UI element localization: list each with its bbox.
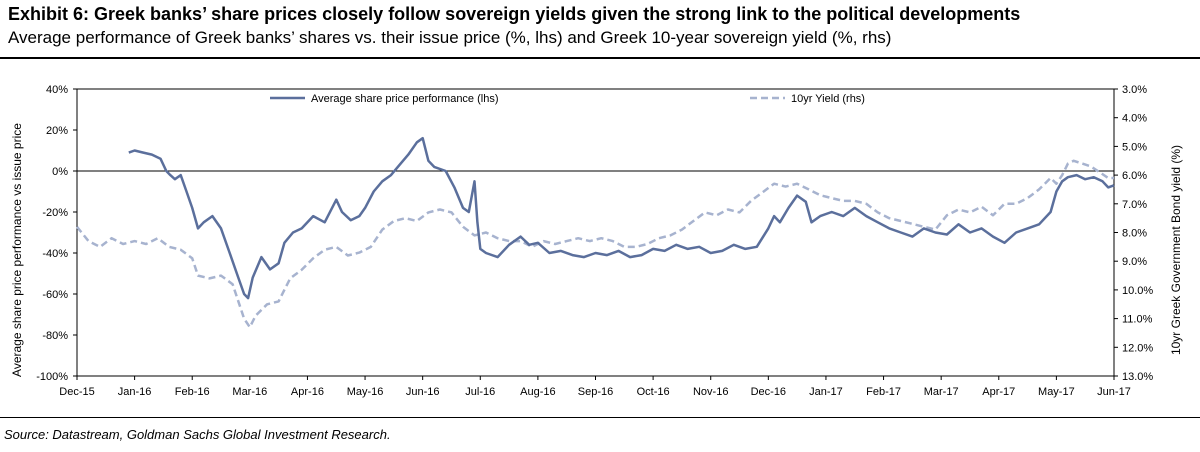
right-tick-label: 10.0% xyxy=(1122,285,1153,297)
exhibit-title: Exhibit 6: Greek banks’ share prices clo… xyxy=(8,4,1021,24)
left-tick-label: -60% xyxy=(42,289,68,301)
x-tick-label: Aug-16 xyxy=(520,386,555,398)
share-price-line xyxy=(128,136,1115,300)
left-axis-ticks: -100% -80% -60% -40% -20% 0% 20% 40% xyxy=(36,84,77,383)
x-tick-label: Jan-16 xyxy=(118,386,152,398)
left-tick-label: -100% xyxy=(36,371,68,383)
right-tick-label: 12.0% xyxy=(1122,342,1153,354)
x-tick-label: May-17 xyxy=(1038,386,1075,398)
x-tick-label: Mar-17 xyxy=(924,386,959,398)
left-tick-label: 20% xyxy=(46,125,68,137)
left-tick-label: 40% xyxy=(46,84,68,96)
x-tick-label: Jan-17 xyxy=(809,386,843,398)
right-tick-label: 11.0% xyxy=(1122,314,1153,326)
right-axis-title: 10yr Greek Government Bond yield (%) xyxy=(1169,145,1183,355)
legend-share-label: Average share price performance (lhs) xyxy=(311,93,499,105)
x-tick-label: Apr-16 xyxy=(291,386,324,398)
x-tick-label: Jun-17 xyxy=(1097,386,1131,398)
right-tick-label: 13.0% xyxy=(1122,371,1153,383)
legend-yield-label: 10yr Yield (rhs) xyxy=(791,93,865,105)
series-layer xyxy=(76,136,1115,329)
x-tick-label: Jun-16 xyxy=(406,386,440,398)
x-tick-label: Sep-16 xyxy=(578,386,613,398)
right-axis-ticks: 3.0% 4.0% 5.0% 6.0% 7.0% 8.0% 9.0% 10.0% 11.0% 12… xyxy=(1114,84,1153,383)
left-tick-label: -80% xyxy=(42,330,68,342)
x-tick-label: Feb-16 xyxy=(175,386,210,398)
left-tick-label: -40% xyxy=(42,248,68,260)
source-note: Source: Datastream, Goldman Sachs Global… xyxy=(4,427,391,442)
x-tick-label: Feb-17 xyxy=(866,386,901,398)
x-tick-label: Nov-16 xyxy=(693,386,728,398)
right-tick-label: 3.0% xyxy=(1122,84,1147,96)
x-tick-label: Dec-16 xyxy=(751,386,786,398)
left-tick-label: -20% xyxy=(42,207,68,219)
bottom-divider xyxy=(0,417,1200,418)
plot-frame xyxy=(76,88,1115,377)
right-tick-label: 9.0% xyxy=(1122,256,1147,268)
right-tick-label: 7.0% xyxy=(1122,199,1147,211)
legend: Average share price performance (lhs) 10y… xyxy=(270,93,865,105)
x-tick-label: Mar-16 xyxy=(232,386,267,398)
line-chart: -100% -80% -60% -40% -20% 0% 20% 40% 3.0% 4.0% 5.… xyxy=(10,84,1183,398)
right-tick-label: 8.0% xyxy=(1122,228,1147,240)
right-tick-label: 6.0% xyxy=(1122,170,1147,182)
right-tick-label: 5.0% xyxy=(1122,141,1147,153)
x-tick-label: Apr-17 xyxy=(982,386,1015,398)
x-tick-label: Oct-16 xyxy=(637,386,670,398)
plot-border xyxy=(76,88,1115,377)
top-divider xyxy=(0,57,1200,59)
left-axis-title: Average share price performance vs issue… xyxy=(10,123,24,377)
yield-line xyxy=(76,159,1114,329)
x-tick-label: May-16 xyxy=(347,386,384,398)
x-tick-label: Dec-15 xyxy=(59,386,94,398)
right-tick-label: 4.0% xyxy=(1122,113,1147,125)
x-axis-ticks: Dec-15 Jan-16 Feb-16 Mar-16 Apr-16 May-16 Jun-… xyxy=(59,376,1131,398)
x-tick-label: Jul-16 xyxy=(465,386,495,398)
exhibit-subtitle: Average performance of Greek banks’ shar… xyxy=(8,28,892,47)
left-tick-label: 0% xyxy=(52,166,68,178)
